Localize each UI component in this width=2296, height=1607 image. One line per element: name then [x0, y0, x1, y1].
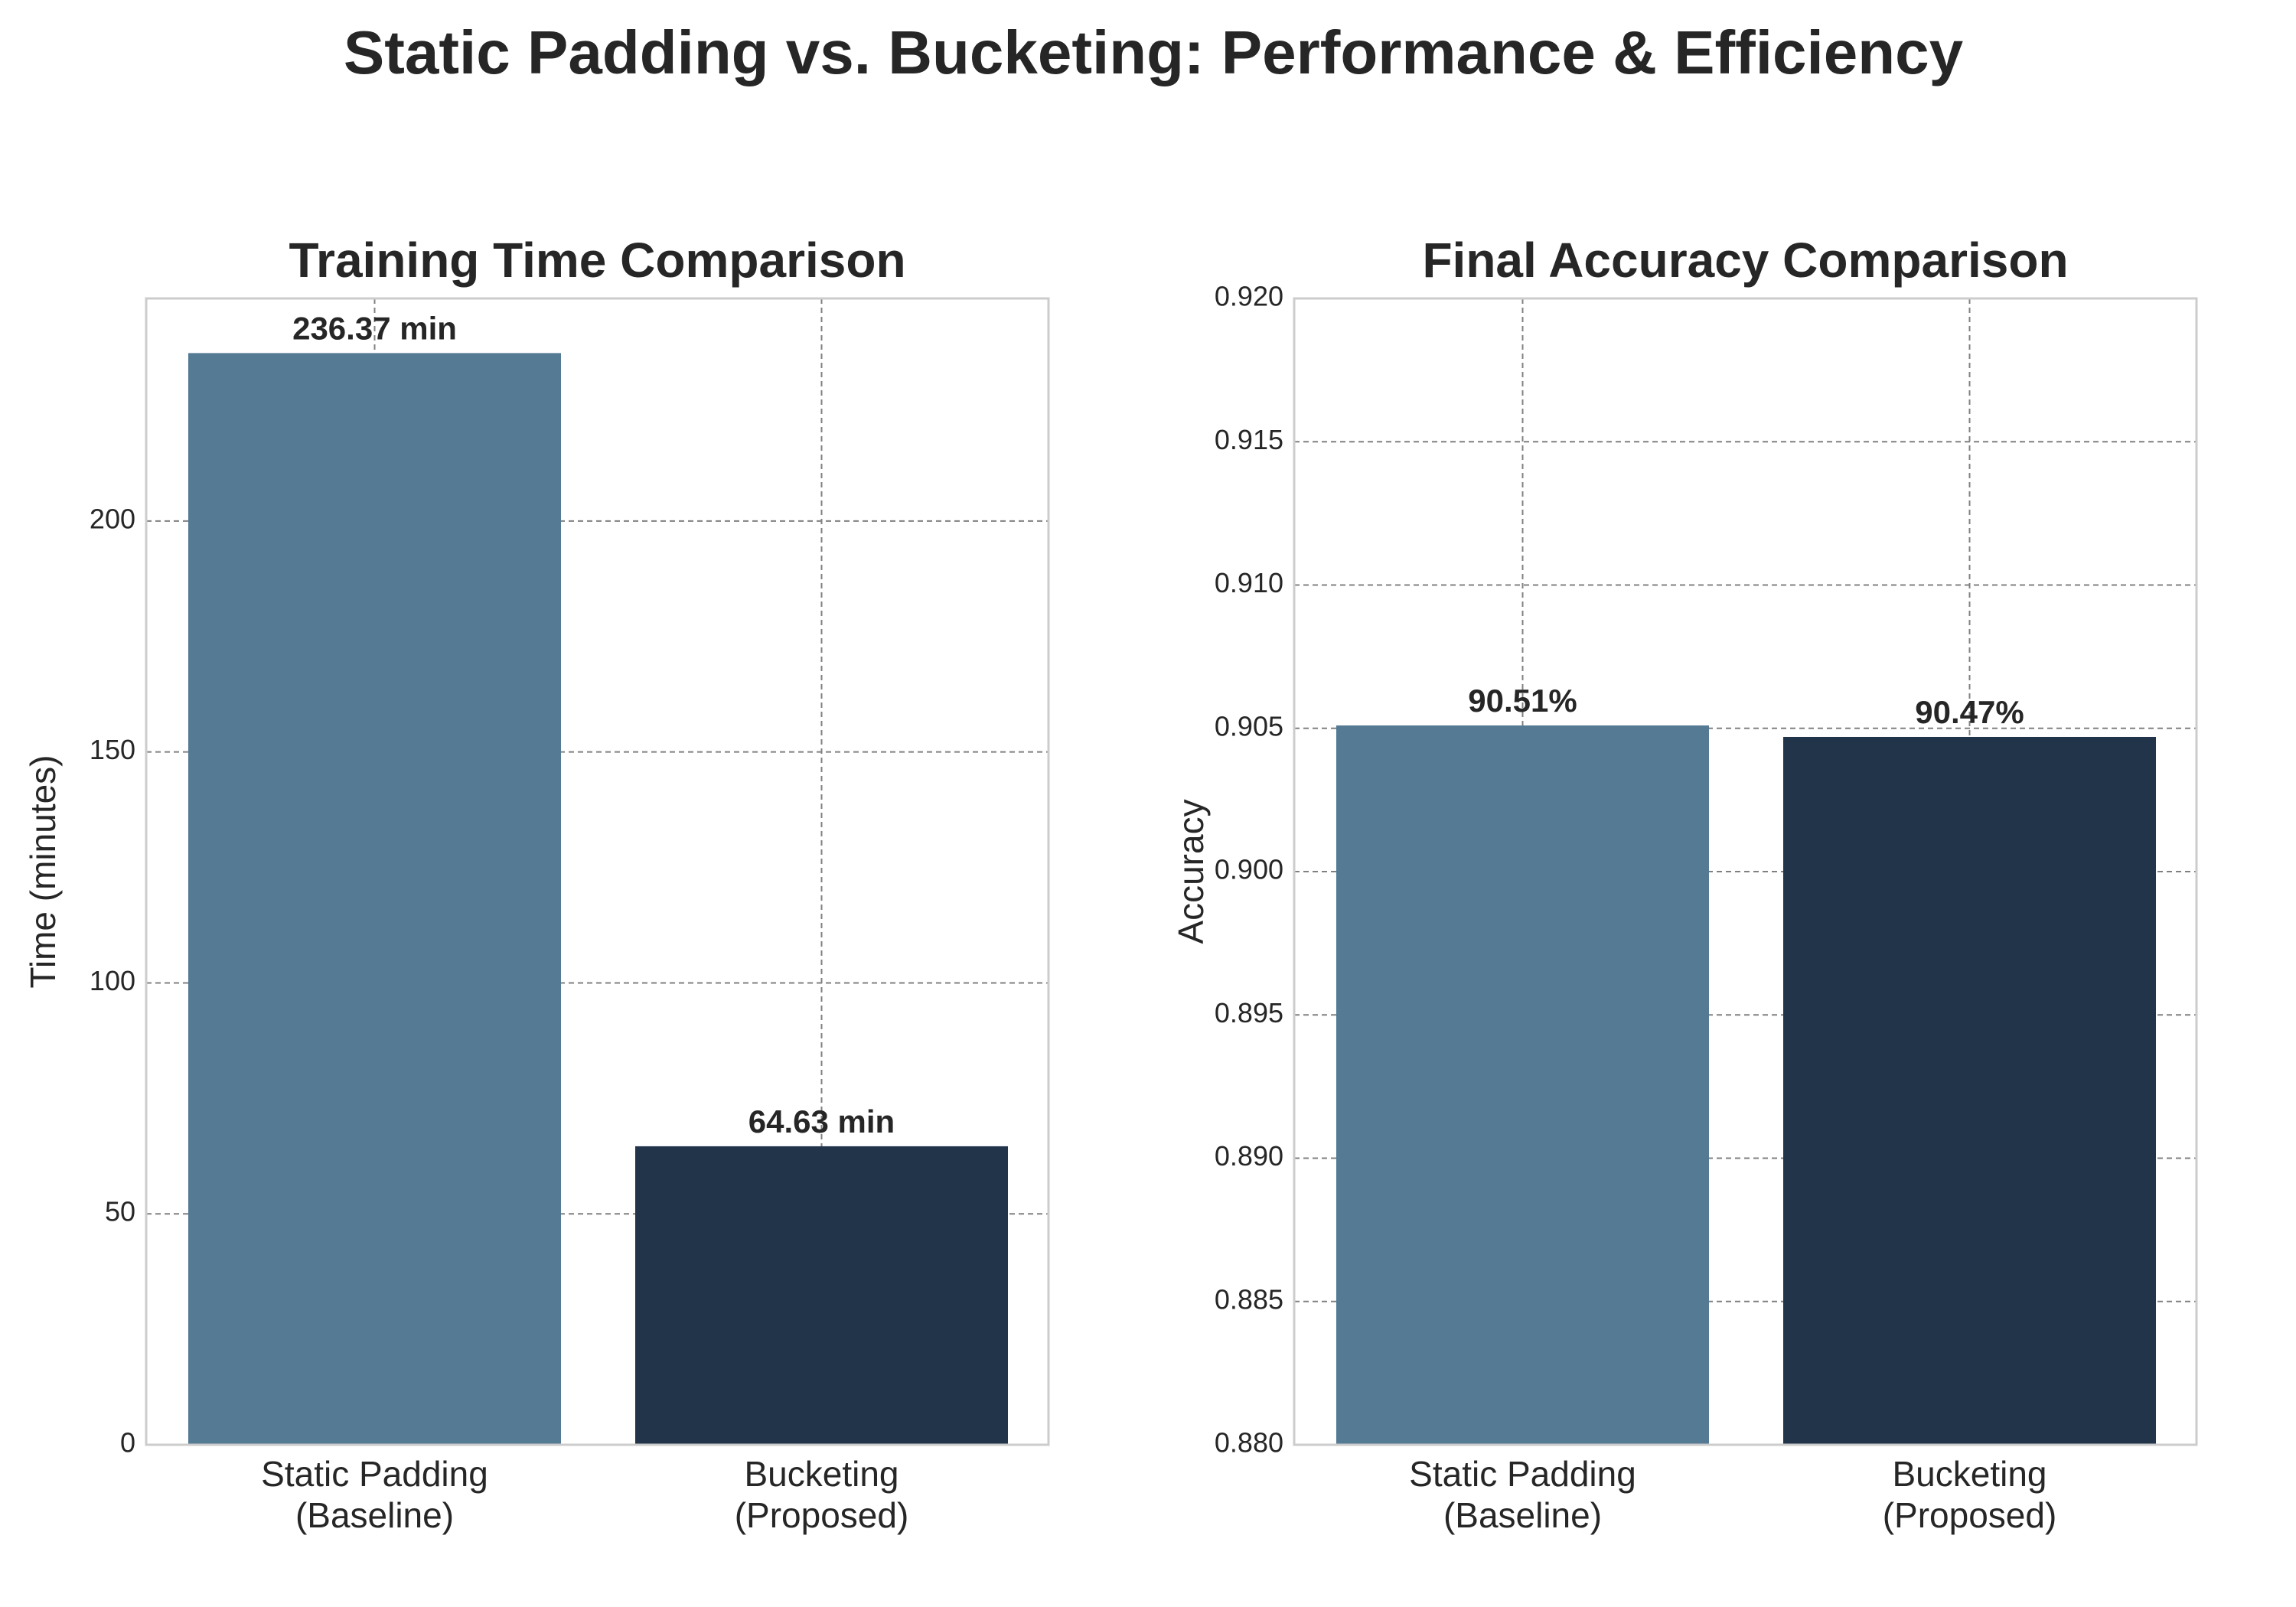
axes-frame: [1293, 297, 2198, 1446]
category-label: (Baseline): [295, 1495, 454, 1535]
y-tick-label: 0.890: [1215, 1140, 1283, 1172]
bar: [1336, 725, 1709, 1445]
y-tick-label: 0.920: [1215, 281, 1283, 312]
y-tick-label: 150: [90, 734, 135, 765]
category-label: (Proposed): [735, 1495, 909, 1535]
bar: [188, 353, 561, 1446]
chart-panel-2: 0.880 0.885 0.890 0.895 0.900 0.905 0.910 0.915…: [1171, 233, 2198, 1535]
category-label: Bucketing: [1892, 1454, 2047, 1494]
data-label: 236.37 min: [292, 310, 457, 346]
y-axis-label: Accuracy: [1171, 799, 1211, 944]
data-label: 90.47%: [1915, 694, 2024, 730]
figure-title: Static Padding vs. Bucketing: Performanc…: [344, 18, 1964, 86]
y-tick-label: 0.905: [1215, 710, 1283, 742]
category-label: (Proposed): [1883, 1495, 2057, 1535]
panels: 0 50 100 150 200 236.37 min 64.63 min Static Pa…: [23, 233, 2198, 1535]
y-tick-label: 0.910: [1215, 567, 1283, 598]
bar: [635, 1146, 1008, 1445]
y-tick-label: 100: [90, 965, 135, 996]
chart-title: Training Time Comparison: [289, 233, 905, 288]
y-tick-label: 0.885: [1215, 1283, 1283, 1315]
y-axis-label: Time (minutes): [23, 755, 63, 989]
y-tick-label: 0.900: [1215, 854, 1283, 885]
y-tick-label: 0.880: [1215, 1427, 1283, 1459]
category-label: Bucketing: [744, 1454, 899, 1494]
bar: [1783, 736, 2156, 1445]
axes-frame: [145, 297, 1050, 1446]
y-tick-label: 200: [90, 503, 135, 534]
category-label: Static Padding: [261, 1454, 488, 1494]
y-tick-label: 0: [120, 1427, 135, 1459]
category-label: (Baseline): [1443, 1495, 1602, 1535]
y-tick-label: 0.895: [1215, 997, 1283, 1028]
y-tick-label: 0.915: [1215, 424, 1283, 455]
chart-title: Final Accuracy Comparison: [1422, 233, 2068, 288]
chart-panel-1: 0 50 100 150 200 236.37 min 64.63 min Static Pa…: [23, 233, 1050, 1535]
data-label: 64.63 min: [748, 1103, 895, 1139]
y-tick-label: 50: [105, 1196, 135, 1227]
category-label: Static Padding: [1409, 1454, 1636, 1494]
data-label: 90.51%: [1468, 683, 1577, 719]
